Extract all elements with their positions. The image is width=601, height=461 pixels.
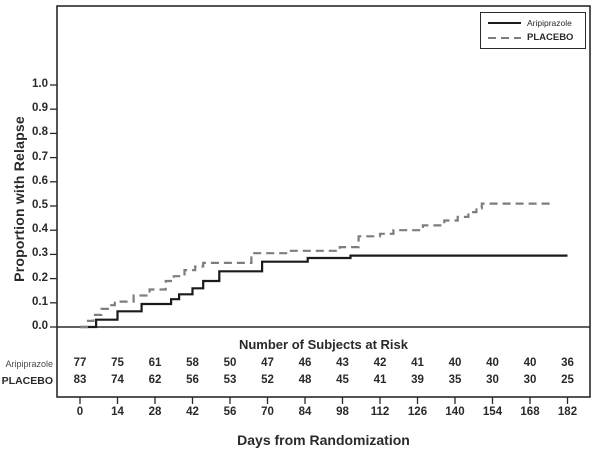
y-tick-label-0.6: 0.6 xyxy=(32,174,48,187)
risk-count-placebo-day0: 83 xyxy=(73,374,87,386)
risk-count-aripiprazole-day154: 40 xyxy=(486,357,499,369)
risk-count-aripiprazole-day56: 50 xyxy=(223,357,237,369)
risk-count-aripiprazole-day70: 47 xyxy=(261,357,274,369)
y-tick-label-0.5: 0.5 xyxy=(32,199,48,211)
risk-count-placebo-day126: 39 xyxy=(411,374,424,386)
risk-count-placebo-day14: 74 xyxy=(111,374,124,386)
risk-count-aripiprazole-day14: 75 xyxy=(111,357,124,369)
risk-count-aripiprazole-day98: 43 xyxy=(336,357,349,369)
risk-count-placebo-day168: 30 xyxy=(523,374,537,386)
x-tick-label-154: 154 xyxy=(482,406,503,418)
x-tick-label-42: 42 xyxy=(186,406,199,418)
risk-count-aripiprazole-day0: 77 xyxy=(73,357,87,369)
solid-line-sample xyxy=(488,22,521,24)
risk-count-aripiprazole-day84: 46 xyxy=(298,357,312,369)
y-tick-label-0.0: 0.0 xyxy=(32,320,48,332)
risk-count-aripiprazole-day168: 40 xyxy=(523,357,537,369)
risk-count-placebo-day56: 53 xyxy=(223,374,237,386)
risk-count-aripiprazole-day126: 41 xyxy=(411,357,424,369)
legend-entry-aripiprazole: Aripiprazole xyxy=(481,18,585,28)
x-axis-title: Days from Randomization xyxy=(237,432,410,448)
legend-label-placebo: PLACEBO xyxy=(527,32,574,43)
risk-count-placebo-day84: 48 xyxy=(298,374,312,386)
risk-count-placebo-day42: 56 xyxy=(186,374,199,386)
y-tick-label-0.2: 0.2 xyxy=(32,271,48,284)
x-tick-label-140: 140 xyxy=(445,406,465,418)
risk-table-title: Number of Subjects at Risk xyxy=(238,337,409,352)
dashed-line-sample xyxy=(488,36,521,39)
x-tick-label-14: 14 xyxy=(111,406,124,418)
risk-row-label-placebo: PLACEBO xyxy=(1,375,53,387)
y-tick-label-0.9: 0.9 xyxy=(32,102,48,115)
legend: Aripiprazole PLACEBO xyxy=(480,12,586,49)
x-tick-label-112: 112 xyxy=(370,406,390,418)
x-tick-label-168: 168 xyxy=(520,406,540,418)
risk-count-aripiprazole-day112: 42 xyxy=(373,357,387,369)
legend-label-aripiprazole: Aripiprazole xyxy=(527,18,572,28)
y-tick-label-0.4: 0.4 xyxy=(32,223,48,236)
risk-count-placebo-day182: 25 xyxy=(561,374,574,386)
y-tick-label-0.3: 0.3 xyxy=(32,247,48,260)
x-tick-label-182: 182 xyxy=(557,406,578,418)
risk-count-aripiprazole-day182: 36 xyxy=(561,357,574,369)
risk-count-placebo-day140: 35 xyxy=(448,374,462,386)
series-aripiprazole-curve xyxy=(80,254,568,329)
legend-entry-placebo: PLACEBO xyxy=(481,32,585,43)
risk-count-placebo-day28: 62 xyxy=(148,374,162,386)
x-tick-label-0: 0 xyxy=(76,406,84,418)
risk-count-placebo-day70: 52 xyxy=(261,374,274,386)
y-tick-label-0.1: 0.1 xyxy=(32,295,48,308)
x-tick-label-70: 70 xyxy=(261,406,274,418)
x-tick-label-98: 98 xyxy=(336,406,349,418)
x-tick-label-84: 84 xyxy=(298,406,312,418)
risk-count-placebo-day98: 45 xyxy=(336,374,349,386)
series-placebo-curve xyxy=(80,202,555,329)
x-tick-label-56: 56 xyxy=(223,406,237,418)
risk-row-label-aripiprazole: Aripiprazole xyxy=(5,359,53,369)
risk-count-aripiprazole-day140: 40 xyxy=(448,357,462,369)
y-tick-label-1.0: 1.0 xyxy=(32,78,48,90)
y-tick-label-0.8: 0.8 xyxy=(32,126,48,139)
risk-count-aripiprazole-day42: 58 xyxy=(186,357,199,369)
risk-count-aripiprazole-day28: 61 xyxy=(148,357,162,369)
y-tick-label-0.7: 0.7 xyxy=(32,150,48,163)
risk-count-placebo-day112: 41 xyxy=(373,374,387,386)
x-tick-label-126: 126 xyxy=(407,406,428,418)
x-tick-label-28: 28 xyxy=(148,406,162,418)
risk-count-placebo-day154: 30 xyxy=(486,374,499,386)
